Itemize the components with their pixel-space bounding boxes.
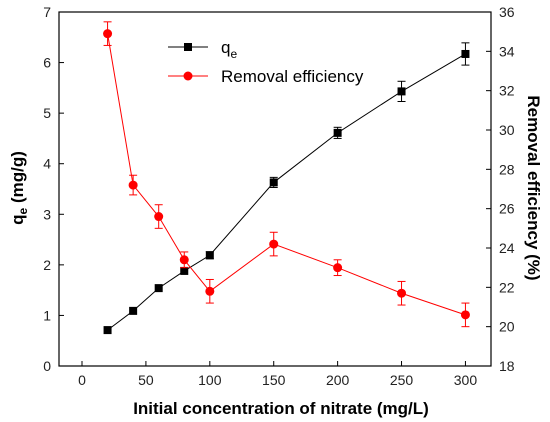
data-point-qe [397,87,406,96]
right-y-tick-label: 26 [499,201,515,217]
right-axis-title: Removal efficiency (%) [524,95,543,280]
data-point-qe [333,128,342,137]
data-point-removal-efficiency [460,310,470,320]
left-y-tick-label: 7 [43,4,51,20]
right-y-tick-label: 30 [499,122,515,138]
right-y-tick-label: 32 [499,83,515,99]
right-y-tick-label: 24 [499,240,515,256]
left-y-tick-label: 2 [43,257,51,273]
x-tick-label: 300 [454,372,478,388]
right-y-tick-label: 18 [499,358,515,374]
legend-removal-label: Removal efficiency [221,67,364,86]
data-point-removal-efficiency [179,255,189,265]
left-y-tick-label: 0 [43,358,51,374]
legend-qe-sub: e [230,47,237,61]
left-y-tick-label: 4 [43,156,51,172]
series-removal-efficiency [103,21,470,328]
x-tick-label: 150 [262,372,286,388]
x-axis: 0 50 100 150 200 250 300 [78,361,477,388]
x-tick-label: 200 [326,372,350,388]
legend-removal-marker [183,71,193,81]
data-point-removal-efficiency [103,29,113,39]
data-point-qe [129,306,138,315]
left-y-tick-label: 6 [43,55,51,71]
legend: qe Removal efficiency [168,38,364,86]
x-tick-label: 100 [198,372,222,388]
data-point-qe [103,326,112,335]
data-point-removal-efficiency [128,180,138,190]
data-point-removal-efficiency [333,263,343,273]
x-tick-label: 50 [138,372,154,388]
right-y-tick-label: 22 [499,279,515,295]
data-point-qe [269,178,278,187]
data-point-removal-efficiency [269,239,279,249]
series-layer [103,21,470,335]
right-y-tick-label: 28 [499,161,515,177]
left-axis-title-main: q [8,214,27,224]
left-y-tick-label: 5 [43,105,51,121]
data-point-removal-efficiency [154,212,164,222]
data-point-qe [154,284,163,293]
left-y-axis: 0 1 2 3 4 5 6 7 [43,4,64,374]
x-tick-label: 0 [78,372,86,388]
left-y-tick-label: 1 [43,307,51,323]
left-axis-title-suffix: (mg/g) [8,151,27,208]
data-point-qe [205,251,214,260]
left-axis-title: qe (mg/g) [8,151,30,225]
plot-frame [58,11,492,367]
x-tick-label: 250 [390,372,414,388]
series-qe [103,42,470,335]
x-axis-title: Initial concentration of nitrate (mg/L) [133,399,429,418]
right-y-tick-label: 20 [499,319,515,335]
data-point-removal-efficiency [205,286,215,296]
legend-qe-marker [184,43,192,51]
right-y-tick-label: 34 [499,43,515,59]
legend-qe-label: qe [221,38,237,61]
left-axis-title-sub: e [16,207,30,214]
data-point-qe [180,266,189,275]
data-point-removal-efficiency [397,288,407,298]
right-y-axis: 18 20 22 24 26 28 30 32 34 36 [486,4,515,374]
data-point-qe [461,49,470,58]
left-y-tick-label: 3 [43,206,51,222]
legend-qe-main: q [221,38,230,57]
right-y-tick-label: 36 [499,4,515,20]
plot-border [58,11,492,367]
